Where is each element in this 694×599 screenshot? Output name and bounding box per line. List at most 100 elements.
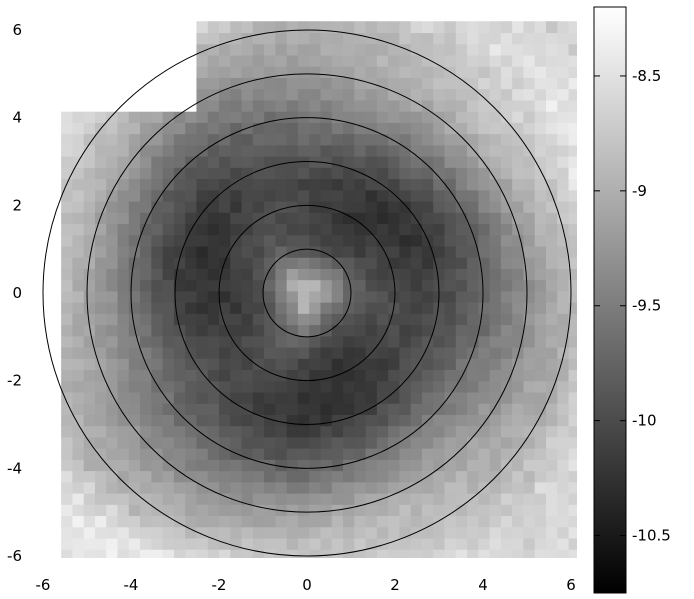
heatmap-cell: [376, 223, 389, 236]
heatmap-cell: [38, 156, 51, 168]
heatmap-cell: [38, 369, 51, 382]
heatmap-cell: [185, 335, 198, 348]
heatmap-cell: [331, 257, 344, 269]
heatmap-cell: [534, 54, 547, 67]
heatmap-cell: [83, 77, 96, 90]
heatmap-cell: [230, 481, 243, 494]
heatmap-cell: [219, 492, 231, 505]
heatmap-cell: [388, 21, 401, 34]
heatmap-cell: [365, 54, 378, 67]
heatmap-cell: [376, 111, 389, 123]
heatmap-cell: [399, 414, 412, 427]
heatmap-cell: [354, 335, 367, 348]
heatmap-cell: [128, 66, 141, 78]
heatmap-cell: [49, 178, 62, 191]
heatmap-cell: [286, 178, 299, 191]
heatmap-cell: [264, 358, 276, 371]
heatmap-cell: [219, 380, 231, 393]
x-tick-label: 4: [478, 576, 488, 594]
heatmap-cell: [568, 290, 577, 303]
heatmap-cell: [241, 167, 254, 180]
heatmap-cell: [354, 122, 367, 135]
heatmap-cell: [399, 234, 412, 247]
heatmap-cell: [241, 313, 254, 326]
heatmap-cell: [49, 167, 62, 180]
heatmap-cell: [444, 346, 457, 359]
heatmap-cell: [388, 459, 401, 472]
heatmap-cell: [343, 32, 355, 45]
heatmap-cell: [230, 279, 243, 292]
heatmap-cell: [500, 223, 513, 236]
heatmap-cell: [354, 492, 367, 505]
heatmap-cell: [219, 122, 231, 135]
heatmap-cell: [478, 212, 491, 225]
heatmap-cell: [568, 380, 577, 393]
heatmap-cell: [61, 257, 74, 269]
heatmap-cell: [162, 212, 175, 225]
heatmap-cell: [500, 257, 513, 269]
heatmap-cell: [38, 212, 51, 225]
heatmap-cell: [399, 245, 412, 258]
heatmap-cell: [297, 66, 310, 78]
heatmap-cell: [185, 66, 198, 78]
heatmap-cell: [512, 515, 525, 528]
heatmap-cell: [545, 212, 558, 225]
heatmap-cell: [185, 526, 198, 539]
heatmap-cell: [421, 167, 434, 180]
heatmap-cell: [467, 481, 479, 494]
heatmap-cell: [410, 537, 423, 550]
heatmap-cell: [196, 189, 209, 202]
heatmap-cell: [545, 268, 558, 281]
heatmap-cell: [151, 358, 164, 371]
heatmap-cell: [252, 346, 265, 359]
heatmap-cell: [252, 268, 265, 281]
heatmap-cell: [264, 346, 276, 359]
heatmap-cell: [275, 346, 288, 359]
heatmap-cell: [72, 515, 85, 528]
heatmap-cell: [151, 414, 164, 427]
heatmap-cell: [151, 133, 164, 146]
heatmap-cell: [512, 324, 525, 337]
heatmap-cell: [297, 189, 310, 202]
heatmap-cell: [275, 257, 288, 269]
heatmap-cell: [455, 515, 468, 528]
heatmap-cell: [151, 54, 164, 67]
heatmap-cell: [207, 526, 220, 539]
heatmap-cell: [478, 380, 491, 393]
heatmap-cell: [534, 279, 547, 292]
heatmap-cell: [512, 268, 525, 281]
heatmap-cell: [376, 77, 389, 90]
heatmap-cell: [534, 268, 547, 281]
heatmap-cell: [478, 346, 491, 359]
heatmap-cell: [489, 88, 502, 101]
heatmap-cell: [343, 369, 355, 382]
heatmap-cell: [252, 324, 265, 337]
heatmap-cell: [151, 156, 164, 168]
heatmap-cell: [388, 189, 401, 202]
heatmap-cell: [185, 302, 198, 314]
heatmap-cell: [106, 279, 119, 292]
heatmap-cell: [83, 257, 96, 269]
heatmap-cell: [286, 212, 299, 225]
heatmap-cell: [309, 133, 322, 146]
heatmap-cell: [72, 302, 85, 314]
heatmap-cell: [83, 21, 96, 34]
heatmap-cell: [173, 380, 186, 393]
heatmap-cell: [512, 436, 525, 449]
heatmap-cell: [49, 358, 62, 371]
heatmap-cell: [320, 200, 333, 213]
heatmap-cell: [568, 492, 577, 505]
heatmap-cell: [173, 66, 186, 78]
heatmap-cell: [49, 335, 62, 348]
heatmap-cell: [264, 414, 276, 427]
heatmap-cell: [399, 324, 412, 337]
heatmap-cell: [196, 324, 209, 337]
heatmap-cell: [106, 346, 119, 359]
heatmap-cell: [230, 133, 243, 146]
heatmap-cell: [376, 436, 389, 449]
heatmap-cell: [61, 459, 74, 472]
heatmap-cell: [61, 313, 74, 326]
heatmap-cell: [38, 380, 51, 393]
heatmap-cell: [207, 504, 220, 517]
heatmap-cell: [140, 32, 152, 45]
